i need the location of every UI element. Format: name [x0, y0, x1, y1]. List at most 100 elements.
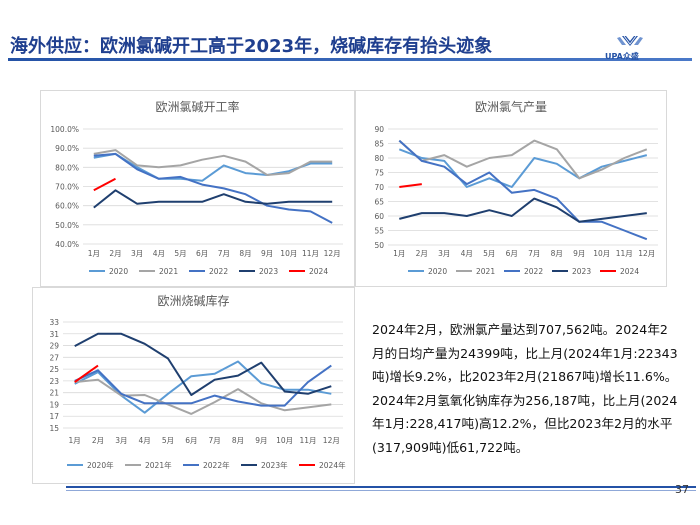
legend-label: 2021年 [145, 460, 172, 470]
series-line-2022 [93, 152, 333, 224]
series-line-2021年 [74, 378, 332, 415]
x-tick-label: 1月 [393, 249, 405, 258]
chart-svg-3: 欧洲烧碱库存 15 17 19 21 23 25 27 29 31 33 1月 2月 3月 4月 5月 6月 7月… [49, 293, 346, 470]
legend-label: 2020 [109, 267, 128, 276]
x-tick-label: 8月 [232, 436, 244, 445]
y-tick-label: 80 [374, 154, 384, 163]
x-tick-label: 4月 [139, 436, 151, 445]
y-tick-label: 17 [49, 412, 59, 421]
y-tick-label: 65 [374, 198, 384, 207]
y-tick-label: 70.0% [55, 183, 79, 192]
x-tick-label: 3月 [115, 436, 127, 445]
legend-label: 2022年 [203, 460, 230, 470]
legend-label: 2022 [209, 267, 228, 276]
series-line-2021 [398, 139, 648, 180]
x-tick-label: 7月 [528, 249, 540, 258]
x-tick-label: 6月 [196, 249, 208, 258]
y-tick-label: 70 [374, 183, 384, 192]
y-tick-label: 100.0% [50, 125, 79, 134]
y-tick-label: 80.0% [55, 163, 79, 172]
x-tick-label: 10月 [593, 249, 610, 258]
logo-text: UPA众盛 [605, 51, 639, 61]
chart-title: 欧洲氯碱开工率 [155, 99, 239, 114]
x-tick-label: 1月 [88, 249, 100, 258]
y-tick-label: 27 [49, 353, 59, 362]
y-tick-label: 29 [49, 342, 59, 351]
y-tick-label: 31 [49, 330, 59, 339]
x-tick-label: 10月 [276, 436, 293, 445]
x-tick-label: 8月 [551, 249, 563, 258]
x-tick-label: 7月 [209, 436, 221, 445]
legend-label: 2024 [620, 267, 639, 276]
chart-title: 欧洲烧碱库存 [157, 293, 229, 308]
chart-chlorine-production: 欧洲氯气产量 50 55 60 65 70 75 80 85 90 1月 2月 3月 4月 5月 6月 7月 8月… [355, 90, 667, 287]
chart-title: 欧洲氯气产量 [475, 99, 547, 114]
x-tick-label: 9月 [261, 249, 273, 258]
x-tick-label: 4月 [461, 249, 473, 258]
x-tick-label: 9月 [573, 249, 585, 258]
x-tick-label: 11月 [616, 249, 633, 258]
y-tick-label: 85 [374, 140, 384, 149]
x-tick-label: 5月 [174, 249, 186, 258]
page-number: 37 [675, 483, 689, 496]
y-tick-label: 40.0% [55, 240, 79, 249]
chart-svg-1: 欧洲氯碱开工率 40.0% 50.0% 60.0% 70.0% 80.0% 90.0% 100… [50, 99, 343, 276]
chart-chlor-alkali-operating-rate: 欧洲氯碱开工率 40.0% 50.0% 60.0% 70.0% 80.0% 90.0% 100… [40, 90, 355, 287]
page-title: 海外供应：欧洲氯碱开工高于2023年，烧碱库存有抬头迹象 [10, 36, 493, 57]
y-tick-label: 19 [49, 400, 59, 409]
x-tick-label: 8月 [239, 249, 251, 258]
x-tick-label: 11月 [299, 436, 316, 445]
y-tick-label: 33 [49, 318, 59, 327]
footer-rule [66, 486, 696, 488]
legend-label: 2023 [259, 267, 278, 276]
y-tick-label: 25 [49, 365, 59, 374]
series-line-2020年 [74, 360, 332, 414]
company-logo: UPA众盛 [605, 35, 643, 61]
series-line-2020 [398, 148, 648, 188]
series-line-2023 [93, 189, 333, 209]
y-tick-label: 15 [49, 424, 59, 433]
legend-label: 2021 [476, 267, 495, 276]
y-tick-label: 50.0% [55, 221, 79, 230]
y-tick-label: 90.0% [55, 144, 79, 153]
y-tick-label: 75 [374, 169, 384, 178]
series-line-2022 [398, 139, 648, 241]
x-tick-label: 7月 [218, 249, 230, 258]
x-tick-label: 3月 [438, 249, 450, 258]
x-tick-label: 12月 [324, 249, 341, 258]
series-line-2023年 [74, 332, 332, 396]
series-line-2021 [93, 149, 333, 176]
commentary-inventory: 2024年2月氢氧化钠库存为256,187吨，比上月(2024年1月:228,4… [372, 392, 678, 455]
x-tick-label: 1月 [69, 436, 81, 445]
legend-label: 2023年 [261, 460, 288, 470]
x-tick-label: 5月 [162, 436, 174, 445]
chart-caustic-soda-inventory: 欧洲烧碱库存 15 17 19 21 23 25 27 29 31 33 1月 2月 3月 4月 5月 6月 7月… [32, 287, 355, 484]
legend-label: 2022 [524, 267, 543, 276]
x-tick-label: 12月 [638, 249, 655, 258]
series-line-2024年 [74, 364, 99, 383]
y-tick-label: 60 [374, 212, 384, 221]
x-tick-label: 3月 [131, 249, 143, 258]
x-tick-label: 2月 [109, 249, 121, 258]
x-tick-label: 12月 [323, 436, 340, 445]
x-tick-label: 11月 [302, 249, 319, 258]
y-tick-label: 50 [374, 241, 384, 250]
legend-label: 2020年 [87, 460, 114, 470]
x-tick-label: 2月 [92, 436, 104, 445]
y-tick-label: 90 [374, 125, 384, 134]
series-line-2024 [399, 183, 422, 188]
footer-rule-thin [66, 490, 696, 491]
x-tick-label: 2月 [416, 249, 428, 258]
x-tick-label: 5月 [483, 249, 495, 258]
legend-label: 2024 [309, 267, 328, 276]
series-line-2022年 [74, 364, 332, 407]
legend-label: 2023 [572, 267, 591, 276]
legend-label: 2024年 [319, 460, 346, 470]
logo-mark-icon [617, 35, 643, 46]
y-tick-label: 60.0% [55, 202, 79, 211]
x-tick-label: 6月 [185, 436, 197, 445]
x-tick-label: 6月 [506, 249, 518, 258]
series-line-2023 [399, 197, 647, 223]
y-tick-label: 23 [49, 377, 59, 386]
x-tick-label: 9月 [255, 436, 267, 445]
